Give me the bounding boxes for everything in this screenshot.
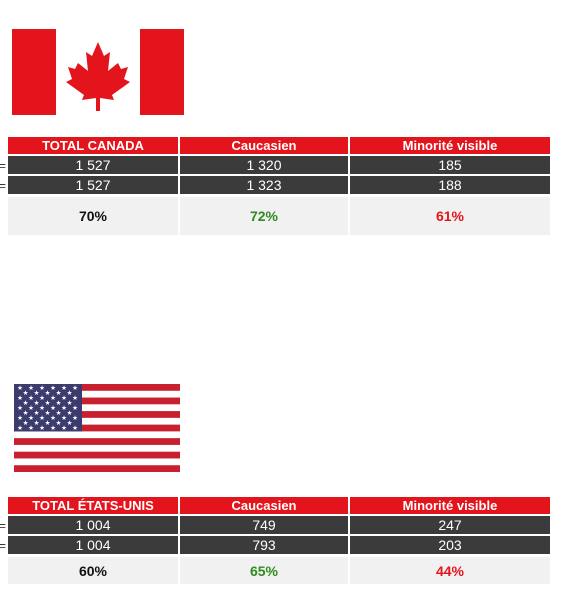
svg-text:★: ★ [72, 384, 78, 392]
svg-text:★: ★ [39, 424, 45, 432]
svg-text:★: ★ [23, 419, 29, 427]
svg-text:★: ★ [72, 404, 78, 412]
cell-total: 1 527 [8, 176, 178, 194]
svg-text:★: ★ [67, 389, 73, 397]
svg-text:★: ★ [28, 404, 34, 412]
svg-text:★: ★ [56, 409, 62, 417]
svg-text:★: ★ [61, 404, 67, 412]
table-row: = 1 004 793 203 [0, 536, 550, 554]
svg-text:★: ★ [67, 409, 73, 417]
svg-text:★: ★ [45, 419, 51, 427]
usa-table: TOTAL ÉTATS-UNIS Caucasien Minorité visi… [0, 497, 550, 584]
row-marker: = [0, 177, 6, 193]
cell-caucasien: 749 [180, 516, 348, 534]
canada-flag-icon [12, 29, 184, 115]
svg-text:★: ★ [50, 424, 56, 432]
percent-caucasien: 72% [180, 197, 348, 235]
header-total-canada: TOTAL CANADA [8, 137, 178, 154]
svg-text:★: ★ [72, 394, 78, 402]
svg-text:★: ★ [17, 414, 23, 422]
table-header-row: TOTAL ÉTATS-UNIS Caucasien Minorité visi… [0, 497, 550, 514]
cell-minorite: 188 [350, 176, 550, 194]
svg-text:★: ★ [56, 389, 62, 397]
svg-text:★: ★ [50, 414, 56, 422]
svg-text:★: ★ [45, 409, 51, 417]
svg-text:★: ★ [50, 384, 56, 392]
svg-text:★: ★ [61, 414, 67, 422]
svg-text:★: ★ [28, 394, 34, 402]
cell-caucasien: 1 320 [180, 156, 348, 174]
percent-minorite: 44% [350, 557, 550, 584]
row-marker: = [0, 537, 6, 553]
svg-text:★: ★ [67, 399, 73, 407]
cell-total: 1 004 [8, 516, 178, 534]
percentage-row: 70% 72% 61% [0, 197, 550, 235]
percent-caucasien: 65% [180, 557, 348, 584]
percent-total: 60% [8, 557, 178, 584]
svg-text:★: ★ [17, 424, 23, 432]
svg-text:★: ★ [34, 399, 40, 407]
svg-text:★: ★ [34, 409, 40, 417]
svg-text:★: ★ [17, 394, 23, 402]
svg-text:★: ★ [45, 389, 51, 397]
svg-text:★: ★ [72, 414, 78, 422]
usa-flag-icon: ★ ★ ★ ★ ★ ★ ★ ★ ★ ★ ★ ★ ★ ★ ★ ★ ★ ★ ★ ★ ★ ★ ★ ★ ★ ★ ★ ★ ★ ★ ★ ★ ★ ★… [14, 384, 180, 472]
cell-minorite: 203 [350, 536, 550, 554]
header-caucasien: Caucasien [180, 137, 348, 154]
header-caucasien: Caucasien [180, 497, 348, 514]
svg-text:★: ★ [39, 414, 45, 422]
svg-text:★: ★ [56, 399, 62, 407]
svg-text:★: ★ [39, 384, 45, 392]
svg-text:★: ★ [39, 394, 45, 402]
cell-minorite: 185 [350, 156, 550, 174]
svg-text:★: ★ [23, 389, 29, 397]
table-row: = 1 527 1 323 188 [0, 176, 550, 194]
svg-text:★: ★ [39, 404, 45, 412]
header-total-etats-unis: TOTAL ÉTATS-UNIS [8, 497, 178, 514]
svg-text:★: ★ [61, 394, 67, 402]
svg-text:★: ★ [17, 384, 23, 392]
svg-text:★: ★ [61, 384, 67, 392]
cell-caucasien: 1 323 [180, 176, 348, 194]
cell-total: 1 004 [8, 536, 178, 554]
svg-text:★: ★ [67, 419, 73, 427]
cell-total: 1 527 [8, 156, 178, 174]
svg-text:★: ★ [23, 409, 29, 417]
table-row: = 1 527 1 320 185 [0, 156, 550, 174]
svg-text:★: ★ [34, 419, 40, 427]
canada-table: TOTAL CANADA Caucasien Minorité visible … [0, 137, 550, 235]
percent-minorite: 61% [350, 197, 550, 235]
table-header-row: TOTAL CANADA Caucasien Minorité visible [0, 137, 550, 154]
svg-text:★: ★ [28, 414, 34, 422]
svg-text:★: ★ [61, 424, 67, 432]
cell-caucasien: 793 [180, 536, 348, 554]
percentage-row: 60% 65% 44% [0, 557, 550, 584]
row-marker: = [0, 157, 6, 173]
svg-text:★: ★ [50, 394, 56, 402]
svg-text:★: ★ [50, 404, 56, 412]
header-minorite-visible: Minorité visible [350, 137, 550, 154]
svg-text:★: ★ [28, 384, 34, 392]
svg-text:★: ★ [72, 424, 78, 432]
row-marker: = [0, 517, 6, 533]
cell-minorite: 247 [350, 516, 550, 534]
svg-text:★: ★ [34, 389, 40, 397]
svg-text:★: ★ [23, 399, 29, 407]
svg-text:★: ★ [28, 424, 34, 432]
percent-total: 70% [8, 197, 178, 235]
svg-text:★: ★ [17, 404, 23, 412]
header-minorite-visible: Minorité visible [350, 497, 550, 514]
table-row: = 1 004 749 247 [0, 516, 550, 534]
svg-text:★: ★ [45, 399, 51, 407]
svg-text:★: ★ [56, 419, 62, 427]
